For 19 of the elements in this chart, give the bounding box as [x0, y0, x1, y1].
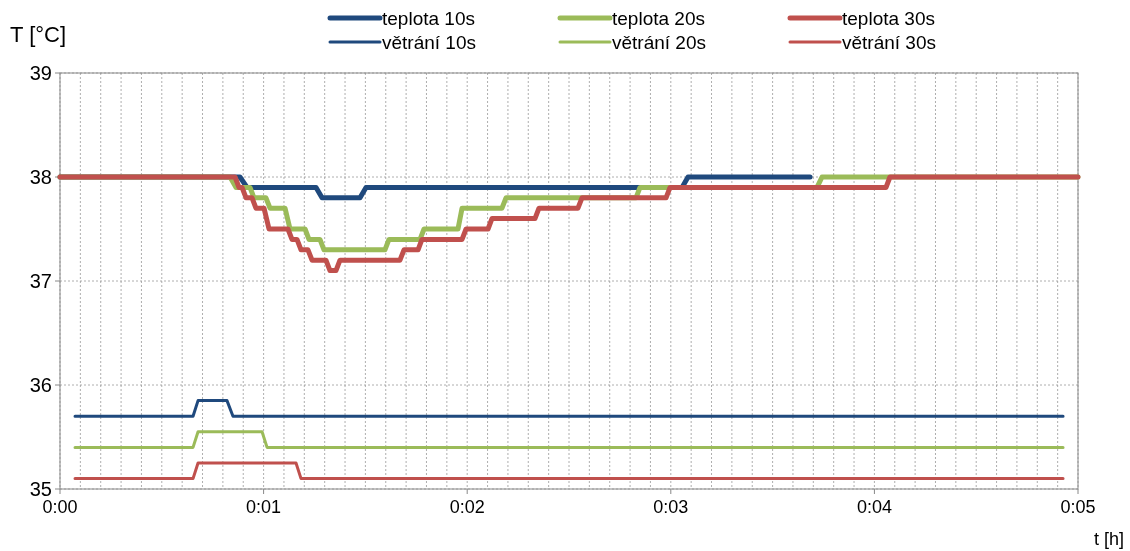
x-tick-label: 0:05 [1060, 497, 1096, 517]
y-tick-label: 36 [29, 374, 52, 396]
x-axis-title: t [h] [1093, 529, 1124, 549]
x-tick-label: 0:00 [42, 497, 78, 517]
legend-label: teplota 20s [612, 8, 705, 29]
x-tick-label: 0:01 [246, 497, 282, 517]
legend-label: větrání 10s [382, 32, 476, 53]
legend-label: teplota 30s [842, 8, 935, 29]
legend-label: teplota 10s [382, 8, 475, 29]
x-tick-label: 0:02 [449, 497, 485, 517]
legend-label: větrání 20s [612, 32, 706, 53]
y-tick-label: 38 [29, 166, 52, 188]
x-tick-label: 0:03 [653, 497, 689, 517]
y-tick-label: 35 [29, 478, 52, 500]
y-axis-title: T [°C] [10, 22, 67, 47]
x-tick-label: 0:04 [856, 497, 892, 517]
y-tick-label: 37 [29, 270, 52, 292]
legend-label: větrání 30s [842, 32, 936, 53]
y-tick-label: 39 [29, 62, 52, 84]
